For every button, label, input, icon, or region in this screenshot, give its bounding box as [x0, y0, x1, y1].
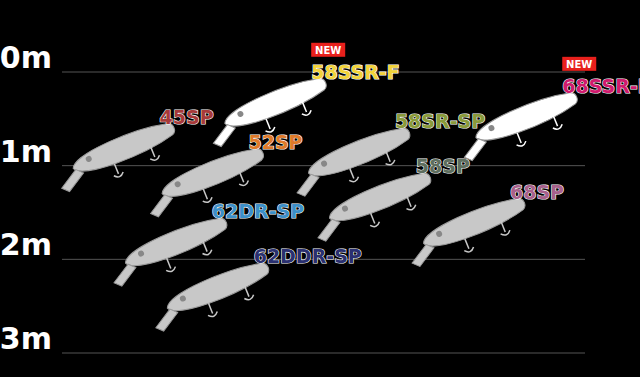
svg-text:0m: 0m	[0, 40, 52, 75]
svg-text:2m: 2m	[0, 227, 52, 262]
svg-text:1m: 1m	[0, 134, 52, 169]
svg-text:62DR-SP: 62DR-SP	[212, 200, 304, 222]
svg-text:45SP: 45SP	[160, 106, 214, 128]
svg-text:NEW: NEW	[315, 45, 341, 56]
svg-text:52SP: 52SP	[248, 131, 302, 153]
svg-text:58SSR-F: 58SSR-F	[311, 61, 399, 83]
svg-text:58SP: 58SP	[416, 155, 470, 177]
svg-text:58SR-SP: 58SR-SP	[395, 110, 485, 132]
svg-text:68SSR-F: 68SSR-F	[562, 75, 640, 97]
svg-text:68SP: 68SP	[510, 181, 564, 203]
svg-text:3m: 3m	[0, 321, 52, 356]
svg-text:NEW: NEW	[566, 59, 592, 70]
svg-text:62DDR-SP: 62DDR-SP	[254, 245, 362, 267]
